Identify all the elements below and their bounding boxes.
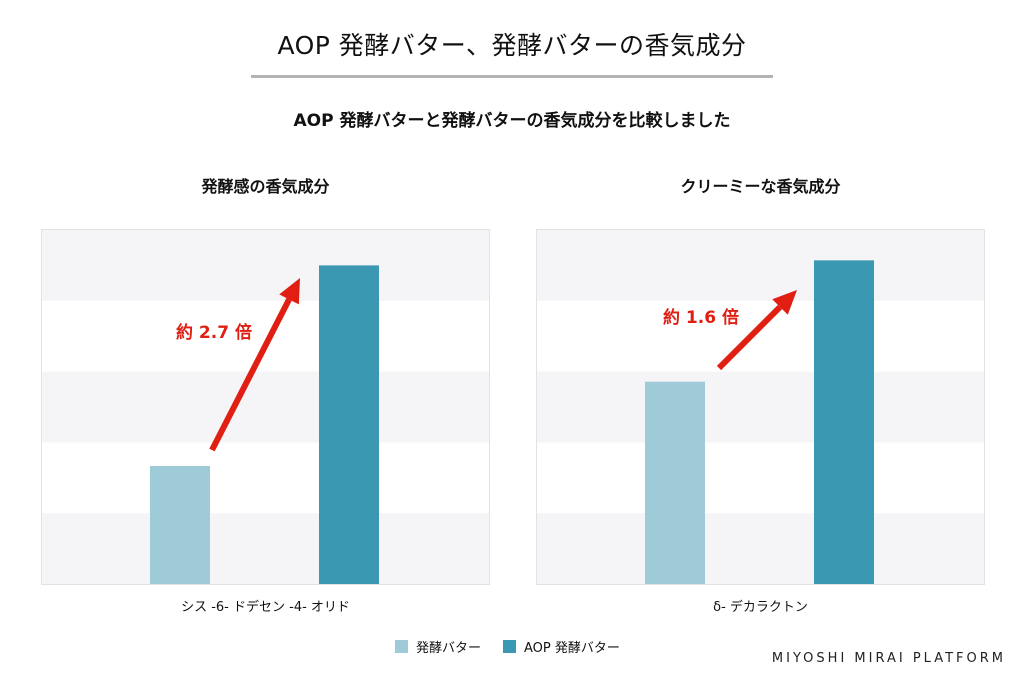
chart-1-x-tick-label: シス -6- ドデセン -4- オリド [181,600,350,615]
title-divider [251,75,773,78]
chart-1-svg: 約 2.7 倍 [42,230,489,584]
arrow-head [772,290,797,315]
legend-item-fermented-butter: 発酵バター [395,637,481,656]
bar-fermented-butter [150,466,210,584]
bar-aop-fermented-butter [814,260,874,584]
chart-2-x-tick-label: δ- デカラクトン [713,600,808,615]
bar-aop-fermented-butter [319,265,379,584]
legend-label-aop-fermented-butter: AOP 発酵バター [524,640,620,656]
grid-band [537,513,984,584]
chart-2-plot: 約 1.6 倍 [536,229,985,585]
legend-label-fermented-butter: 発酵バター [416,640,482,656]
grid-band [537,230,984,301]
chart-2-title: クリーミーな香気成分 [680,177,841,196]
chart-legend: 発酵バター AOP 発酵バター [395,636,642,656]
chart-1-plot: 約 2.7 倍 [41,229,490,585]
arrow-head [279,278,300,305]
bar-fermented-butter [645,381,705,584]
chart-1-title: 発酵感の香気成分 [201,177,330,196]
chart-2-svg: 約 1.6 倍 [537,230,984,584]
page-title: AOP 発酵バター、発酵バターの香気成分 [277,31,747,60]
grid-band [537,371,984,443]
arrow-shaft [209,297,292,452]
grid-band [42,513,489,584]
legend-swatch-fermented-butter [395,639,408,653]
ratio-annotation-label: 約 2.7 倍 [176,322,252,343]
legend-item-aop-fermented-butter: AOP 発酵バター [503,637,620,656]
grid-band [42,371,489,443]
arrow-shaft [716,304,783,371]
brand-wordmark: MIYOSHI MIRAI PLATFORM [771,651,1006,666]
legend-swatch-aop-fermented-butter [503,639,517,653]
grid-band [42,230,489,301]
page-subtitle: AOP 発酵バターと発酵バターの香気成分を比較しました [293,111,731,131]
ratio-annotation-label: 約 1.6 倍 [663,307,739,328]
